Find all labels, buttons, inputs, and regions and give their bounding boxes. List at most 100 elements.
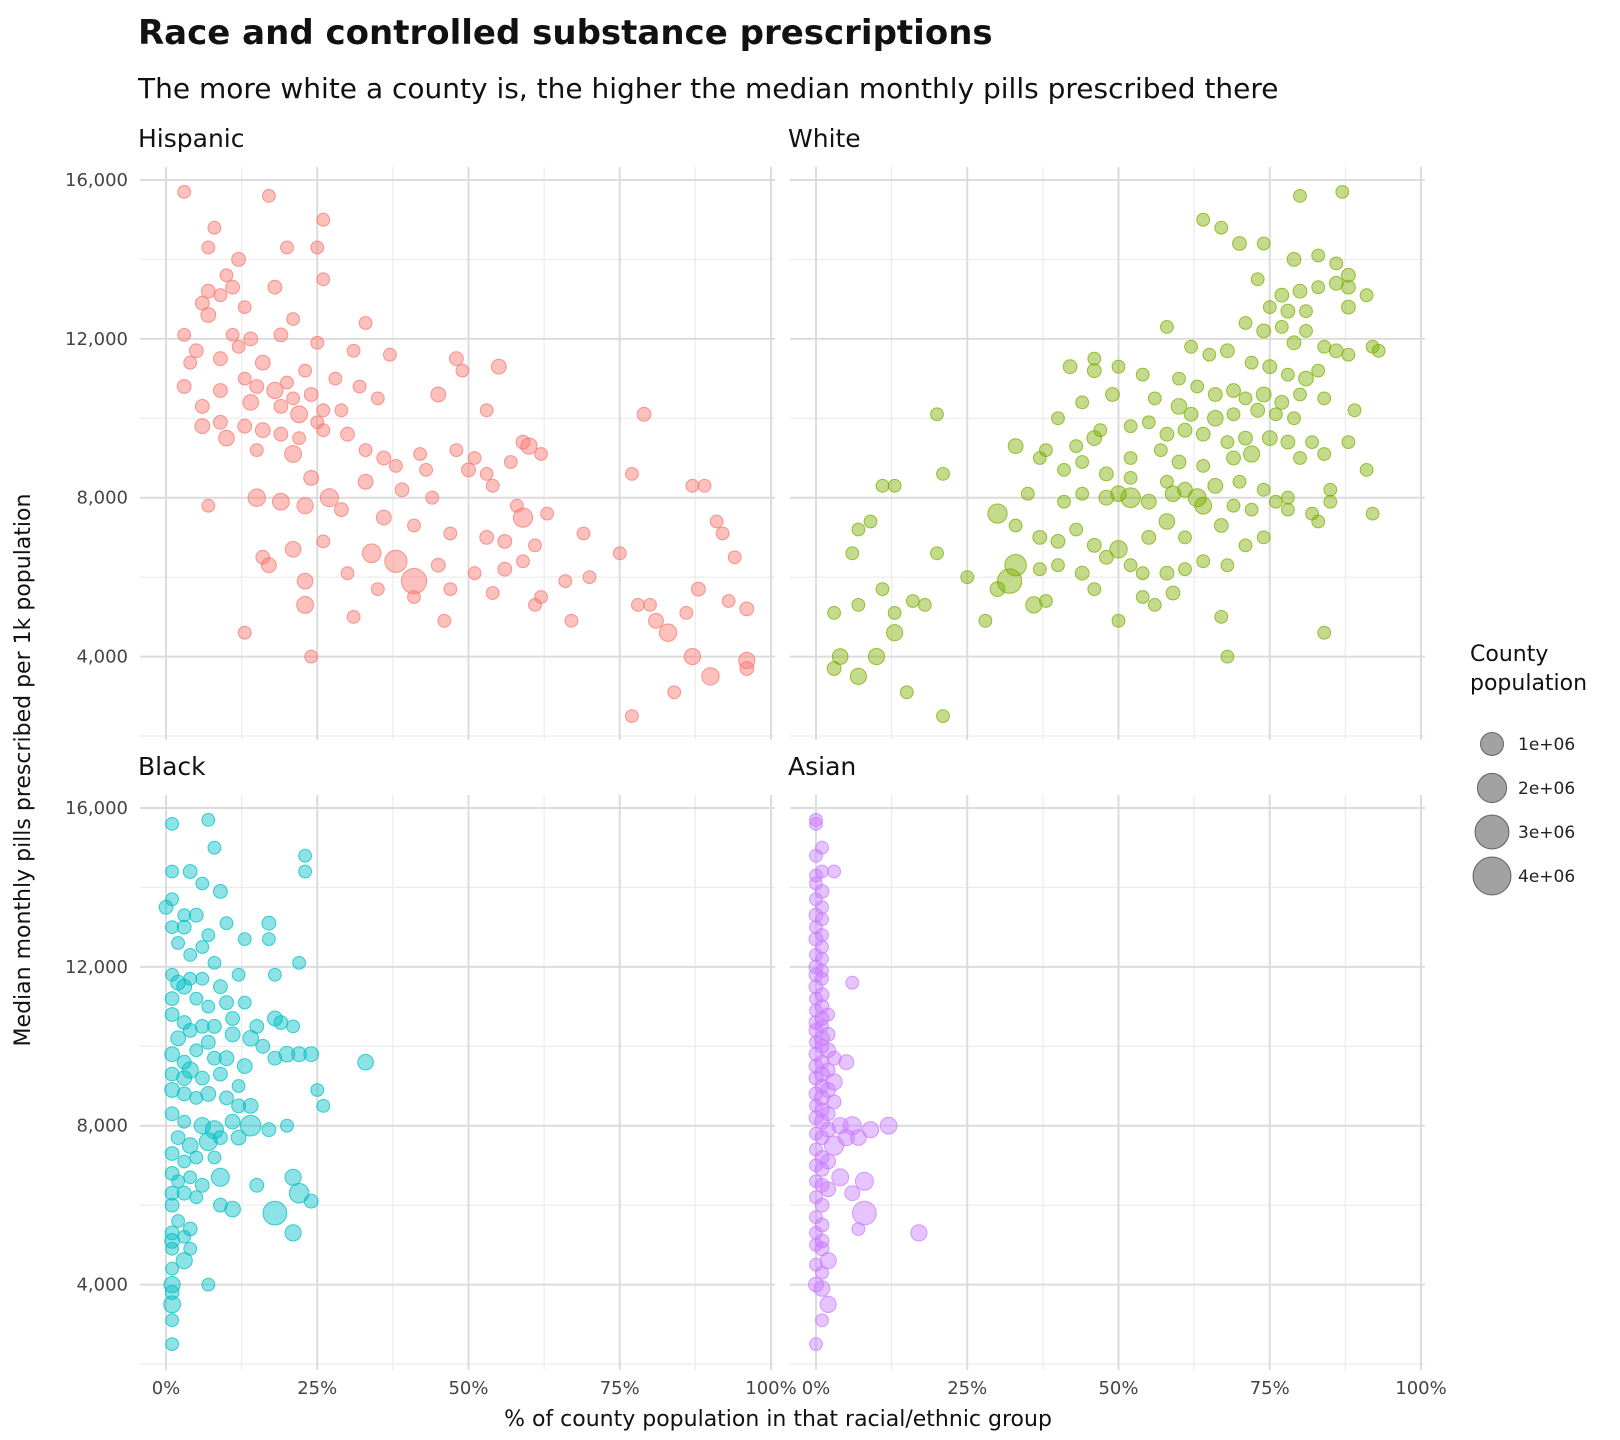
y-tick-label: 12,000: [65, 957, 128, 978]
data-point: [1226, 407, 1241, 422]
data-point: [340, 426, 355, 442]
data-point: [534, 447, 548, 461]
data-point: [1171, 454, 1187, 470]
data-point: [189, 1150, 204, 1165]
data-point: [1341, 347, 1356, 362]
legend-key-circle: [1480, 732, 1504, 756]
data-point: [290, 405, 309, 424]
data-point: [164, 991, 180, 1006]
data-point: [296, 596, 315, 614]
data-point: [1274, 395, 1290, 410]
data-point: [273, 426, 289, 442]
data-point: [231, 967, 246, 982]
data-point: [1268, 494, 1283, 509]
data-point: [384, 549, 408, 573]
data-point: [1057, 463, 1071, 477]
data-point: [490, 358, 507, 375]
data-point: [1286, 252, 1302, 267]
data-point: [182, 864, 198, 879]
data-point: [237, 418, 253, 434]
data-point: [207, 220, 222, 235]
data-point: [237, 300, 252, 315]
data-point: [183, 1170, 198, 1185]
data-point: [1256, 323, 1272, 339]
data-point: [739, 601, 755, 617]
data-point: [247, 488, 266, 507]
data-point: [1008, 518, 1023, 533]
data-point: [809, 848, 823, 863]
data-point: [996, 568, 1023, 594]
x-tick-label: 100%: [745, 1378, 796, 1399]
data-point: [1007, 438, 1024, 455]
data-point: [1256, 236, 1271, 251]
data-point: [243, 331, 259, 347]
y-tick-label: 16,000: [65, 170, 128, 191]
data-point: [1109, 540, 1128, 559]
data-point: [636, 406, 652, 422]
data-point: [1062, 359, 1078, 375]
data-point: [177, 328, 192, 342]
data-point: [1359, 288, 1374, 303]
data-point: [1323, 482, 1338, 497]
data-point: [1220, 343, 1235, 359]
data-point: [358, 316, 373, 330]
data-point: [280, 240, 294, 255]
data-point: [691, 581, 706, 597]
data-point: [485, 478, 500, 493]
data-point: [254, 354, 271, 371]
data-point: [1123, 471, 1138, 485]
data-point: [352, 379, 367, 394]
data-point: [1341, 279, 1356, 295]
data-point: [261, 1122, 277, 1138]
data-point: [685, 478, 700, 493]
data-point: [479, 530, 495, 545]
data-point: [231, 1098, 247, 1114]
data-point: [819, 1295, 837, 1314]
data-point: [1243, 445, 1261, 463]
data-point: [1075, 395, 1090, 410]
data-point: [292, 431, 307, 446]
data-point: [899, 685, 914, 700]
data-point: [1305, 435, 1319, 450]
data-point: [701, 667, 720, 686]
data-point: [1099, 466, 1114, 482]
data-point: [164, 1106, 180, 1122]
data-point: [1293, 387, 1307, 402]
data-point: [528, 538, 542, 553]
data-point: [987, 503, 1008, 524]
data-point: [213, 351, 228, 367]
data-point: [304, 649, 319, 664]
data-point: [164, 1285, 180, 1300]
data-point: [461, 462, 476, 478]
data-point: [1250, 402, 1266, 418]
data-point: [357, 473, 374, 490]
data-point: [1220, 558, 1235, 573]
data-point: [1160, 320, 1174, 334]
data-point: [1317, 391, 1332, 406]
data-point: [455, 363, 470, 378]
data-point: [815, 952, 829, 966]
data-point: [389, 459, 403, 473]
data-point: [930, 407, 944, 422]
data-point: [1207, 410, 1224, 427]
data-point: [1341, 299, 1356, 315]
data-point: [1098, 489, 1115, 506]
data-point: [201, 928, 216, 942]
data-point: [1135, 367, 1150, 382]
x-tick-label: 50%: [448, 1378, 488, 1399]
data-point: [165, 1241, 180, 1256]
data-point: [370, 391, 385, 406]
data-point: [1262, 300, 1277, 315]
data-point: [219, 995, 234, 1010]
data-point: [658, 623, 678, 642]
data-point: [850, 1129, 867, 1146]
data-point: [189, 991, 204, 1006]
data-point: [1159, 565, 1175, 581]
data-point: [236, 1058, 253, 1074]
data-point: [1226, 383, 1241, 398]
data-point: [503, 455, 518, 469]
data-point: [291, 1046, 308, 1063]
data-point: [176, 379, 192, 394]
data-point: [809, 1142, 823, 1157]
data-point: [189, 1091, 204, 1105]
